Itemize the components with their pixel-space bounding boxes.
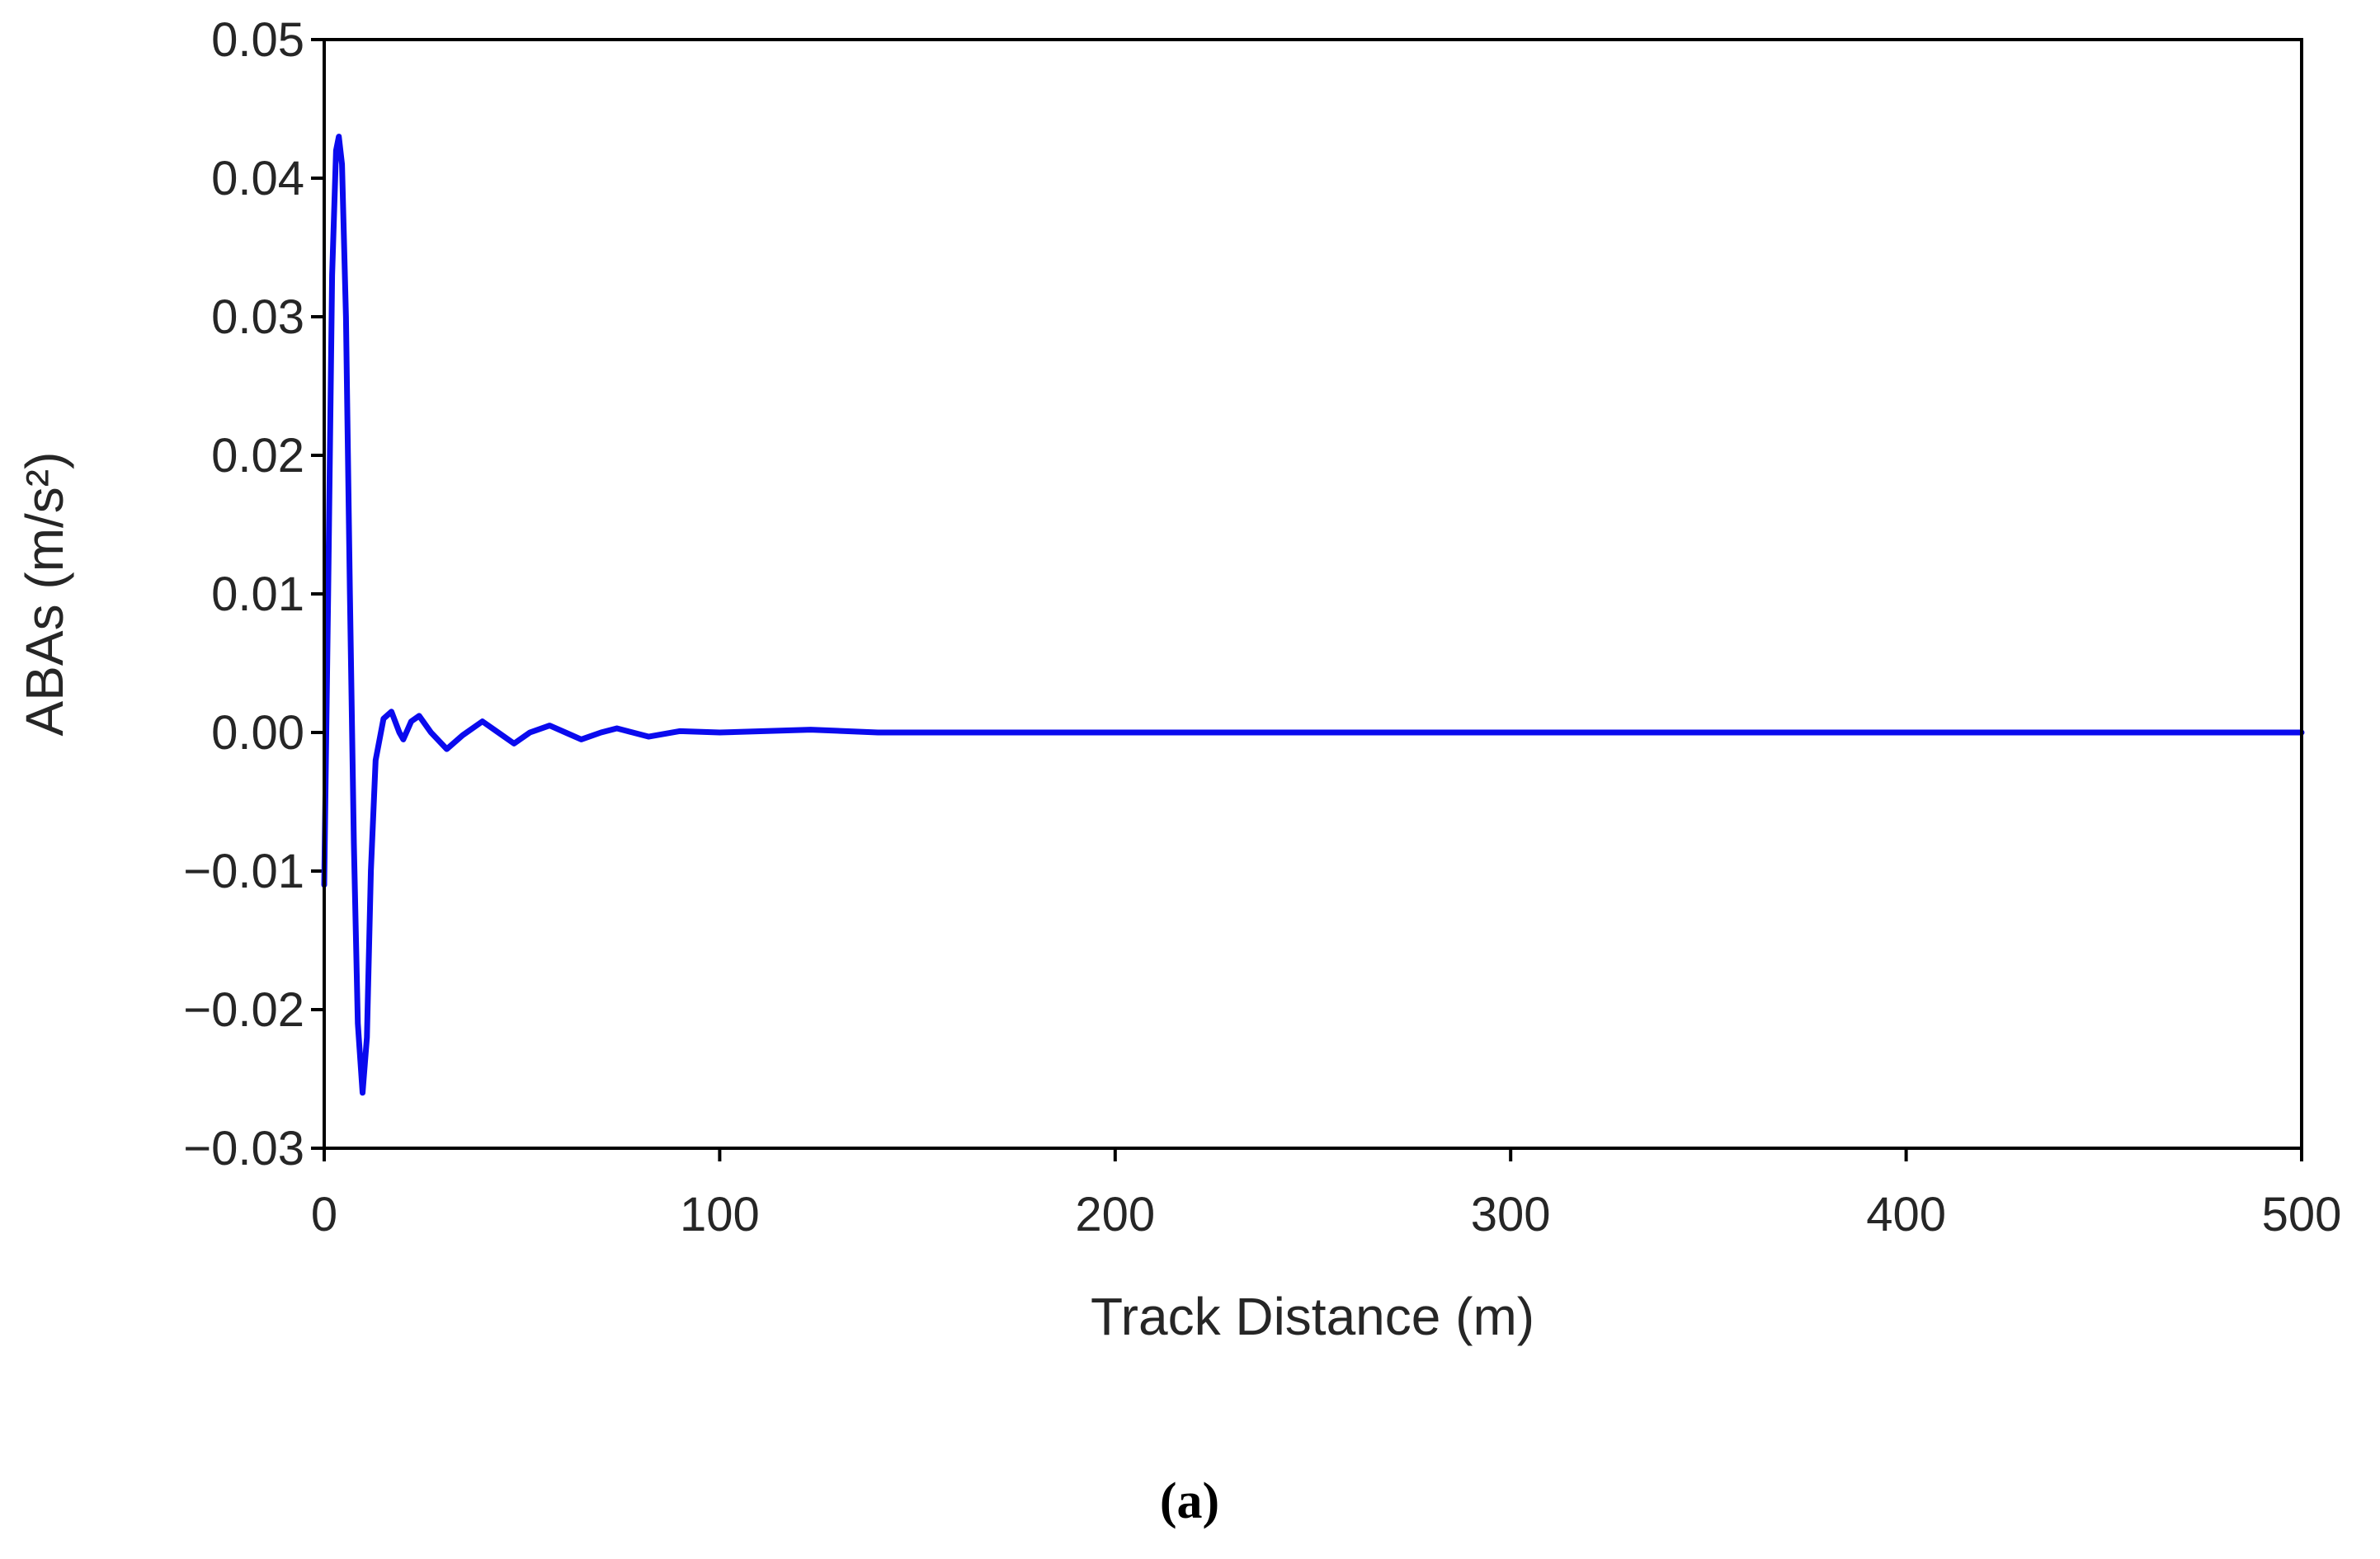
caption: (a) xyxy=(1160,1473,1219,1529)
y-tick-label: 0.04 xyxy=(211,152,304,205)
y-tick-label: 0.05 xyxy=(211,13,304,67)
x-tick-label: 500 xyxy=(2262,1188,2342,1241)
y-tick-label: −0.02 xyxy=(183,983,304,1037)
y-tick-label: −0.01 xyxy=(183,845,304,898)
y-tick-label: 0.00 xyxy=(211,706,304,760)
y-tick-label: 0.03 xyxy=(211,290,304,344)
y-tick-label: −0.03 xyxy=(183,1122,304,1175)
x-tick-label: 200 xyxy=(1075,1188,1155,1241)
x-tick-label: 100 xyxy=(680,1188,760,1241)
y-tick-label: 0.02 xyxy=(211,429,304,483)
y-axis-title: ABAs (m/s²) xyxy=(15,452,74,737)
x-tick-label: 0 xyxy=(311,1188,337,1241)
plot-frame xyxy=(323,38,2303,1150)
data-line xyxy=(321,134,2305,1096)
x-tick-label: 400 xyxy=(1866,1188,1946,1241)
x-tick-label: 300 xyxy=(1471,1188,1551,1241)
x-axis-title: Track Distance (m) xyxy=(1091,1287,1534,1346)
y-tick-label: 0.01 xyxy=(211,568,304,621)
